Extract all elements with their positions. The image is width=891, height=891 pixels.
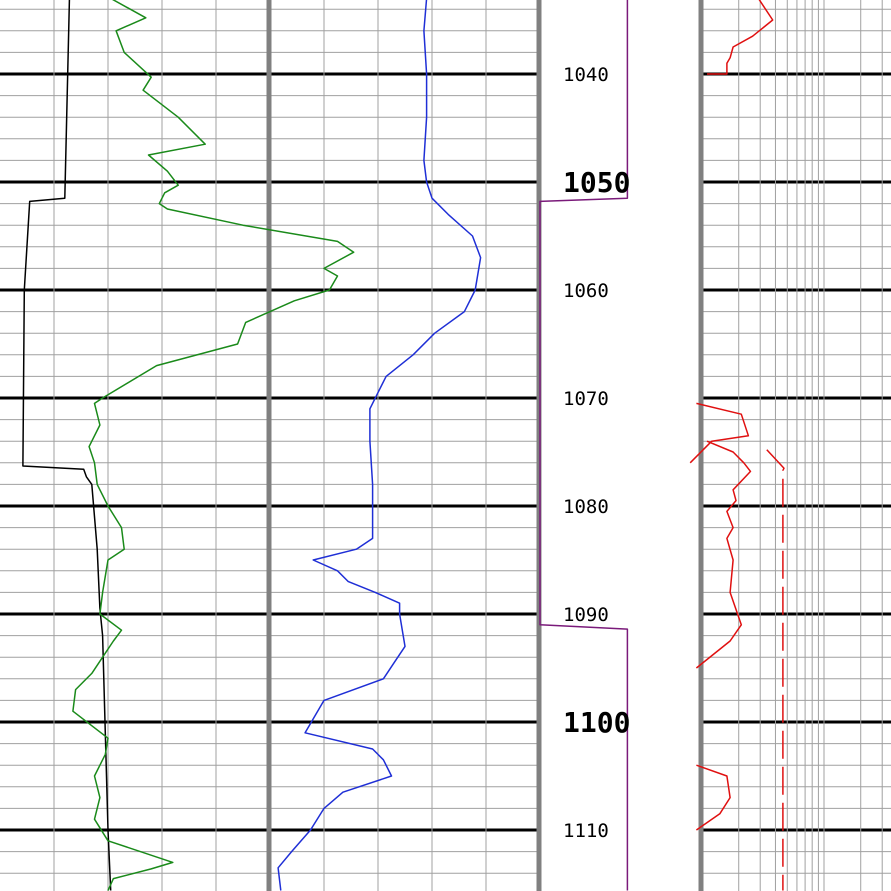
curve-black-curve — [22, 0, 112, 891]
depth-label: 1080 — [563, 496, 609, 518]
depth-label: 1060 — [563, 280, 609, 302]
depth-label: 1070 — [563, 388, 609, 410]
curve-red-curve — [695, 440, 752, 669]
depth-label: 1040 — [563, 64, 609, 86]
curve-purple-curve — [539, 0, 629, 891]
curve-red-curve — [689, 402, 750, 464]
depth-labels: 1040 1050 1060 1070 1080 1090 1100 1110 — [563, 64, 630, 842]
curve-green-curve — [72, 0, 355, 891]
depth-label: 1100 — [563, 706, 630, 739]
depth-label: 1090 — [563, 604, 609, 626]
curve-red-curve — [695, 764, 731, 831]
curve-red-curve — [766, 449, 785, 891]
curve-red-curve — [707, 0, 774, 75]
curve-blue-curve — [277, 0, 482, 891]
curves — [22, 0, 785, 891]
depth-label: 1050 — [563, 166, 630, 199]
depth-label: 1110 — [563, 820, 609, 842]
